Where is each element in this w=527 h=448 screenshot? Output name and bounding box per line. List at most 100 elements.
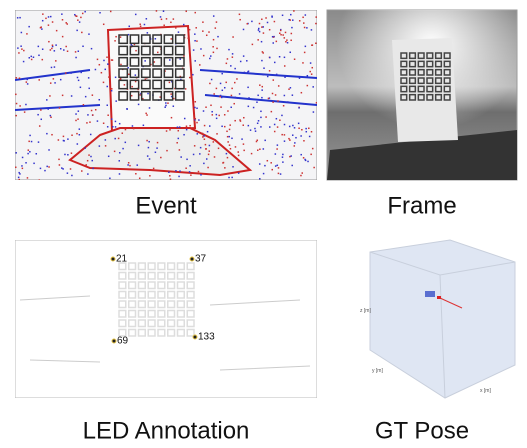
event-dot (216, 48, 218, 50)
event-dot (189, 125, 191, 127)
event-dot (194, 107, 196, 109)
event-dot (304, 27, 306, 29)
event-dot (155, 152, 157, 154)
event-dot (284, 134, 286, 136)
event-dot (212, 46, 214, 48)
event-dot (157, 142, 159, 144)
event-dot (203, 135, 205, 137)
event-dot (216, 114, 218, 116)
event-dot (291, 165, 293, 167)
event-dot (213, 52, 215, 54)
event-dot (184, 118, 186, 120)
event-dot (231, 95, 233, 97)
event-dot (145, 113, 147, 115)
event-dot (143, 125, 145, 127)
event-dot (232, 166, 234, 168)
event-dot (282, 154, 284, 156)
page: {"panels": [ {"caption": "Event"}, {"cap… (0, 0, 527, 448)
event-dot (292, 94, 294, 96)
event-dot (285, 41, 287, 43)
event-dot (107, 63, 109, 65)
event-dot (23, 50, 25, 52)
event-dot (46, 166, 48, 168)
event-dot (97, 59, 99, 61)
event-dot (155, 38, 157, 40)
event-dot (196, 40, 198, 42)
event-dot (306, 27, 308, 29)
led-label: 21 (116, 254, 128, 265)
event-dot (204, 125, 206, 127)
event-dot (261, 60, 263, 62)
event-dot (15, 167, 16, 169)
event-dot (185, 88, 187, 90)
event-dot (259, 163, 261, 165)
event-dot (290, 14, 292, 16)
event-dot (275, 94, 277, 96)
event-dot (285, 32, 287, 34)
event-dot (58, 139, 60, 141)
event-dot (173, 105, 175, 107)
event-dot (163, 11, 165, 13)
event-dot (81, 32, 83, 33)
event-dot (280, 173, 282, 175)
event-dot (103, 123, 105, 125)
event-dot (211, 79, 213, 81)
event-dot (38, 55, 40, 57)
event-dot (138, 145, 140, 147)
event-dot (262, 52, 264, 54)
event-dot (127, 164, 128, 166)
event-dot (291, 27, 293, 29)
event-dot (295, 137, 297, 139)
event-dot (167, 102, 169, 104)
event-dot (194, 60, 196, 62)
event-dot (272, 101, 274, 103)
event-dot (209, 150, 211, 152)
event-dot (170, 22, 172, 24)
event-dot (41, 28, 43, 30)
event-dot (255, 130, 257, 132)
event-dot (231, 177, 233, 179)
event-dot (16, 77, 18, 79)
event-dot (284, 65, 286, 67)
event-dot (88, 88, 90, 90)
event-dot (144, 60, 146, 62)
event-dot (272, 93, 274, 95)
event-dot (288, 19, 290, 21)
event-dot (291, 33, 293, 35)
event-dot (178, 130, 180, 132)
event-dot (248, 97, 250, 99)
event-dot (164, 106, 166, 108)
event-dot (38, 141, 40, 143)
event-dot (189, 77, 191, 79)
event-dot (168, 171, 170, 173)
event-dot (114, 40, 116, 42)
event-dot (50, 49, 52, 51)
event-dot (218, 148, 220, 150)
event-dot (30, 56, 32, 58)
event-dot (176, 142, 178, 144)
event-dot (260, 117, 262, 119)
event-dot (25, 162, 27, 164)
event-dot (195, 101, 197, 103)
event-dot (246, 60, 248, 62)
event-dot (261, 97, 263, 99)
event-dot (257, 123, 259, 125)
event-dot (289, 126, 291, 128)
event-dot (310, 154, 312, 156)
event-dot (248, 71, 250, 73)
event-dot (312, 44, 314, 46)
event-dot (86, 122, 88, 124)
event-dot (92, 168, 94, 170)
event-dot (257, 39, 259, 41)
event-dot (170, 38, 172, 40)
event-dot (166, 150, 168, 152)
event-dot (186, 11, 188, 13)
event-dot (63, 49, 64, 51)
event-dot (85, 96, 87, 98)
event-dot (27, 79, 29, 81)
event-dot (262, 26, 264, 28)
event-dot (77, 143, 79, 145)
event-dot (111, 88, 113, 90)
event-dot (36, 153, 38, 155)
event-dot (62, 168, 64, 170)
